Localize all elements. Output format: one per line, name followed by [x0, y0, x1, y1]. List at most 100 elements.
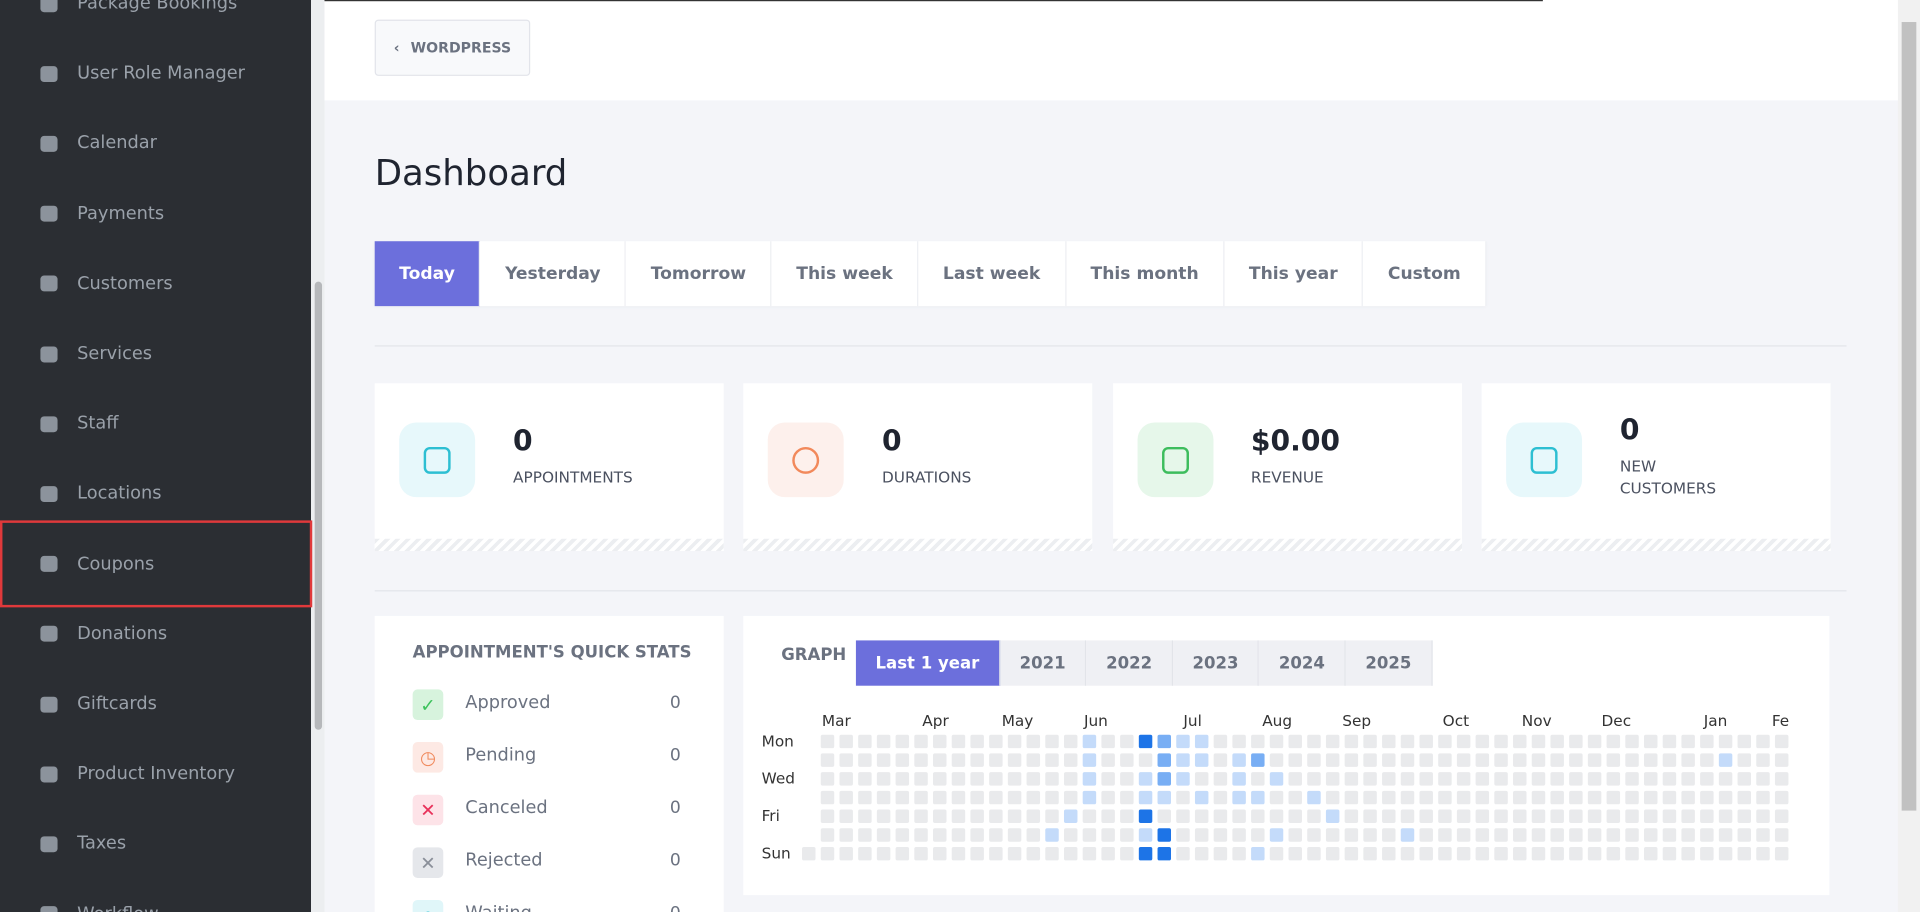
heat-cell[interactable] — [1494, 734, 1508, 749]
heat-cell[interactable] — [1400, 734, 1415, 749]
heat-cell[interactable] — [1213, 846, 1228, 861]
heat-cell[interactable] — [1307, 753, 1321, 767]
heat-cell[interactable] — [1194, 790, 1209, 805]
heat-cell[interactable] — [1101, 753, 1115, 767]
heat-cell[interactable] — [1625, 790, 1639, 805]
heat-cell[interactable] — [1587, 790, 1602, 805]
heat-cell[interactable] — [1138, 734, 1153, 749]
heat-cell[interactable] — [1587, 734, 1602, 749]
heat-cell[interactable] — [1475, 790, 1490, 805]
heat-cell[interactable] — [1419, 734, 1433, 749]
heat-cell[interactable] — [1194, 809, 1209, 824]
heat-cell[interactable] — [1194, 753, 1209, 767]
graph-tab[interactable]: 2025 — [1345, 640, 1433, 686]
heat-cell[interactable] — [839, 734, 853, 749]
heat-cell[interactable] — [1737, 772, 1752, 786]
heat-cell[interactable] — [1120, 828, 1134, 842]
heat-cell[interactable] — [1363, 734, 1377, 749]
heat-cell[interactable] — [970, 846, 984, 861]
heat-cell[interactable] — [1475, 772, 1490, 786]
heat-cell[interactable] — [1382, 846, 1396, 861]
heat-cell[interactable] — [933, 828, 947, 842]
heat-cell[interactable] — [1456, 753, 1471, 767]
heat-cell[interactable] — [895, 846, 910, 861]
heat-cell[interactable] — [951, 809, 966, 824]
heat-cell[interactable] — [1625, 753, 1639, 767]
heat-cell[interactable] — [1307, 772, 1321, 786]
heat-cell[interactable] — [933, 734, 947, 749]
heat-cell[interactable] — [1344, 734, 1359, 749]
period-tab[interactable]: This month — [1066, 241, 1225, 307]
heat-cell[interactable] — [1045, 734, 1059, 749]
heat-cell[interactable] — [1007, 772, 1022, 786]
heat-cell[interactable] — [1419, 772, 1433, 786]
heat-cell[interactable] — [1494, 828, 1508, 842]
heat-cell[interactable] — [1756, 828, 1770, 842]
heat-cell[interactable] — [1606, 790, 1621, 805]
heat-cell[interactable] — [1344, 753, 1359, 767]
heat-cell[interactable] — [1550, 809, 1564, 824]
heat-cell[interactable] — [951, 753, 966, 767]
heat-cell[interactable] — [1718, 753, 1733, 767]
heat-cell[interactable] — [1774, 809, 1789, 824]
heat-cell[interactable] — [1251, 734, 1265, 749]
heat-cell[interactable] — [1475, 734, 1490, 749]
heat-cell[interactable] — [1138, 772, 1153, 786]
heat-cell[interactable] — [1063, 809, 1078, 824]
heat-cell[interactable] — [1213, 753, 1228, 767]
heat-cell[interactable] — [876, 809, 891, 824]
graph-tab[interactable]: Last 1 year — [855, 640, 1001, 686]
heat-cell[interactable] — [1157, 809, 1172, 824]
heat-cell[interactable] — [839, 772, 853, 786]
heat-cell[interactable] — [1606, 809, 1621, 824]
heat-cell[interactable] — [839, 846, 853, 861]
heat-cell[interactable] — [1662, 846, 1677, 861]
heat-cell[interactable] — [1082, 790, 1097, 805]
heat-cell[interactable] — [1644, 809, 1658, 824]
heat-cell[interactable] — [820, 753, 835, 767]
heat-cell[interactable] — [1251, 828, 1265, 842]
heat-cell[interactable] — [1026, 828, 1041, 842]
heat-cell[interactable] — [1587, 809, 1602, 824]
heat-cell[interactable] — [1269, 809, 1284, 824]
heat-cell[interactable] — [1419, 828, 1433, 842]
heat-cell[interactable] — [1700, 828, 1714, 842]
heat-cell[interactable] — [1700, 734, 1714, 749]
heat-cell[interactable] — [1531, 753, 1546, 767]
heat-cell[interactable] — [989, 734, 1003, 749]
heat-cell[interactable] — [1176, 790, 1190, 805]
heat-cell[interactable] — [1288, 734, 1302, 749]
heat-cell[interactable] — [1681, 790, 1695, 805]
heat-cell[interactable] — [1700, 772, 1714, 786]
heat-cell[interactable] — [1344, 846, 1359, 861]
heat-cell[interactable] — [876, 790, 891, 805]
heat-cell[interactable] — [1494, 753, 1508, 767]
heat-cell[interactable] — [914, 790, 928, 805]
heat-cell[interactable] — [933, 753, 947, 767]
sidebar-item[interactable]: Locations — [0, 459, 311, 529]
period-tab[interactable]: Today — [374, 241, 481, 307]
heat-cell[interactable] — [1475, 828, 1490, 842]
heat-cell[interactable] — [839, 809, 853, 824]
heat-cell[interactable] — [1063, 772, 1078, 786]
heat-cell[interactable] — [933, 809, 947, 824]
heat-cell[interactable] — [951, 772, 966, 786]
period-tab[interactable]: This year — [1224, 241, 1364, 307]
heat-cell[interactable] — [1756, 790, 1770, 805]
sidebar-item[interactable]: Calendar — [0, 109, 311, 179]
heat-cell[interactable] — [1045, 753, 1059, 767]
heat-cell[interactable] — [876, 734, 891, 749]
heat-cell[interactable] — [1382, 753, 1396, 767]
heat-cell[interactable] — [914, 734, 928, 749]
heat-cell[interactable] — [1569, 846, 1583, 861]
sidebar-item[interactable]: Staff — [0, 389, 311, 459]
heat-cell[interactable] — [1194, 772, 1209, 786]
heat-cell[interactable] — [1569, 790, 1583, 805]
heat-cell[interactable] — [1232, 846, 1246, 861]
heat-cell[interactable] — [933, 790, 947, 805]
heat-cell[interactable] — [1419, 846, 1433, 861]
heat-cell[interactable] — [1625, 828, 1639, 842]
heat-cell[interactable] — [839, 790, 853, 805]
heat-cell[interactable] — [820, 734, 835, 749]
heat-cell[interactable] — [1138, 790, 1153, 805]
